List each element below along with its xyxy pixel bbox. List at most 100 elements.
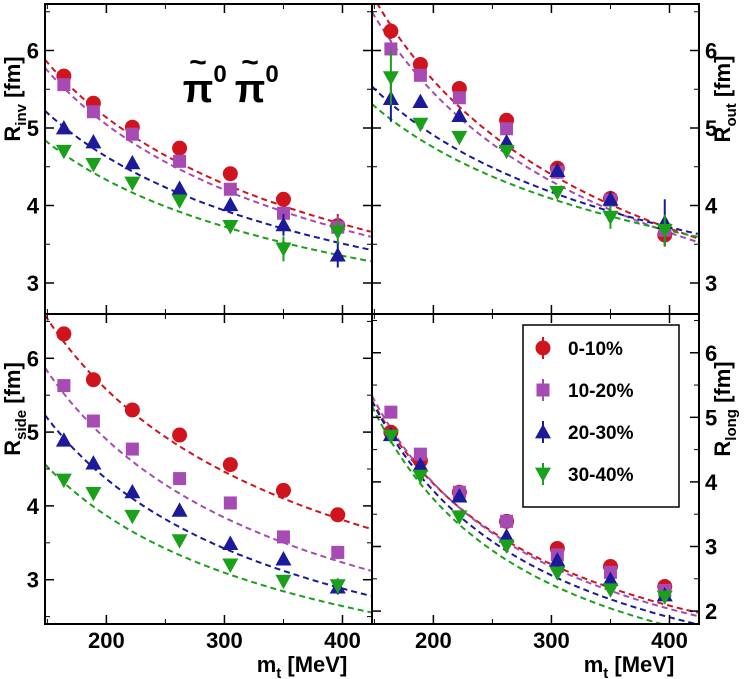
data-point-out-10-20%-0: [384, 42, 398, 56]
data-point-out-30-40%-0: [382, 71, 399, 86]
data-point-out-20-30%-1: [412, 93, 429, 109]
fit-curve-out-20-30%: [372, 85, 699, 235]
fit-curve-long-10-20%: [372, 395, 699, 618]
data-point-out-10-20%-1: [413, 68, 427, 82]
data-point-long-30-40%-1: [412, 469, 429, 485]
data-point-inv-30-40%-0: [55, 144, 72, 160]
ytick-label-inv-3: 3: [27, 271, 39, 296]
xlabel-long: mt [MeV]: [584, 652, 675, 679]
data-point-long-20-30%-1: [412, 457, 429, 472]
fit-curve-side-10-20%: [45, 367, 372, 572]
legend-marker-10-20%: [536, 383, 550, 397]
data-point-side-10-20%-5: [276, 530, 290, 544]
data-point-out-30-40%-6: [656, 223, 673, 239]
data-point-side-30-40%-3: [171, 534, 188, 549]
fit-curve-long-0-10%: [372, 400, 699, 614]
data-point-inv-20-30%-6: [329, 247, 346, 262]
legend-box: [522, 324, 680, 508]
data-point-long-20-30%-3: [498, 528, 515, 543]
data-point-side-10-20%-6: [331, 545, 345, 559]
data-point-long-10-20%-0: [384, 405, 398, 419]
data-point-side-20-30%-2: [124, 483, 141, 499]
data-point-inv-10-20%-0: [57, 78, 71, 92]
data-point-side-20-30%-0: [55, 432, 72, 447]
ytick-label-side-4: 4: [27, 494, 40, 519]
legend-marker-30-40%: [535, 467, 551, 482]
ytick-label-out-6: 6: [705, 39, 717, 64]
xlabel-side: mt [MeV]: [257, 652, 348, 679]
data-point-long-10-20%-1: [413, 447, 427, 461]
panel-long-frame: [371, 313, 700, 625]
panel-long-plot-area: [372, 395, 699, 624]
data-point-inv-30-40%-3: [171, 194, 188, 209]
ylabel-long: Rlong [fm]: [710, 361, 740, 456]
data-point-out-30-40%-5: [602, 210, 619, 226]
ytick-label-long-4: 4: [705, 470, 718, 495]
data-point-side-10-20%-4: [223, 496, 237, 510]
data-point-inv-20-30%-3: [171, 180, 188, 195]
title-pi-1: π: [235, 67, 266, 111]
xtick-label-side-200: 200: [88, 628, 125, 653]
data-point-inv-30-40%-2: [124, 176, 141, 192]
title-pi-0: π: [183, 67, 214, 111]
data-point-out-30-40%-3: [498, 144, 515, 160]
data-point-side-30-40%-2: [124, 509, 141, 525]
ytick-label-side-5: 5: [27, 420, 39, 445]
panel-out-frame: [371, 3, 700, 315]
data-point-out-30-40%-2: [451, 130, 468, 146]
fit-curve-long-20-30%: [372, 400, 699, 624]
ylabel-side: Rside [fm]: [0, 362, 30, 456]
data-point-side-0-10%-4: [222, 457, 238, 473]
data-point-side-10-20%-0: [57, 379, 71, 393]
fit-curve-side-0-10%: [45, 314, 372, 530]
ytick-label-long-6: 6: [705, 341, 717, 366]
data-point-long-30-40%-4: [549, 566, 566, 581]
data-point-side-10-20%-3: [173, 472, 187, 486]
data-point-side-0-10%-5: [275, 482, 291, 498]
data-point-out-20-30%-4: [549, 162, 566, 178]
data-point-side-0-10%-1: [85, 372, 101, 388]
xtick-label-long-200: 200: [415, 628, 452, 653]
legend-label-0-10%: 0-10%: [568, 339, 623, 360]
ytick-label-out-3: 3: [705, 271, 717, 296]
chart-title: π~ 0 π~ 0: [183, 46, 279, 111]
data-point-out-30-40%-4: [549, 185, 566, 201]
legend-label-30-40%: 30-40%: [568, 465, 634, 486]
xtick-label-side-300: 300: [206, 628, 243, 653]
data-point-inv-10-20%-5: [276, 206, 290, 220]
data-point-long-30-40%-3: [498, 539, 515, 554]
data-point-inv-20-30%-2: [124, 154, 141, 170]
ytick-label-long-5: 5: [705, 405, 717, 430]
fit-curve-out-10-20%: [372, 11, 699, 243]
title-superscript-1: 0: [265, 61, 278, 88]
data-point-inv-10-20%-4: [223, 182, 237, 196]
data-point-inv-20-30%-4: [222, 196, 239, 212]
ytick-label-inv-6: 6: [27, 39, 39, 64]
data-point-inv-10-20%-1: [86, 105, 100, 119]
legend: 0-10% 10-20% 20-30% 30-40%: [522, 324, 680, 508]
panel-long: 2 3 4 5 6 200 300 400 Rlong [fm] mt [MeV] 0-10% 10-…: [371, 313, 740, 679]
data-point-side-30-40%-0: [55, 473, 72, 489]
data-point-side-0-10%-6: [330, 507, 346, 523]
data-point-side-20-30%-1: [85, 455, 102, 470]
data-point-inv-0-10%-5: [275, 191, 291, 207]
data-point-side-20-30%-3: [171, 502, 188, 517]
data-point-inv-0-10%-4: [222, 166, 238, 182]
legend-marker-0-10%: [535, 340, 551, 356]
xtick-label-long-400: 400: [651, 628, 688, 653]
data-point-out-20-30%-5: [602, 191, 619, 206]
fit-curve-side-30-40%: [45, 463, 372, 614]
data-point-long-30-40%-2: [451, 510, 468, 525]
data-point-long-10-20%-3: [500, 514, 514, 528]
legend-label-10-20%: 10-20%: [568, 381, 634, 402]
data-point-long-20-30%-4: [549, 552, 566, 567]
data-point-inv-20-30%-5: [275, 216, 292, 232]
data-point-side-30-40%-4: [222, 558, 239, 573]
data-point-long-20-30%-2: [451, 488, 468, 503]
data-point-inv-0-10%-3: [172, 140, 188, 156]
data-point-side-0-10%-0: [56, 326, 72, 342]
data-point-inv-10-20%-2: [125, 127, 139, 141]
data-point-side-10-20%-2: [125, 442, 139, 456]
